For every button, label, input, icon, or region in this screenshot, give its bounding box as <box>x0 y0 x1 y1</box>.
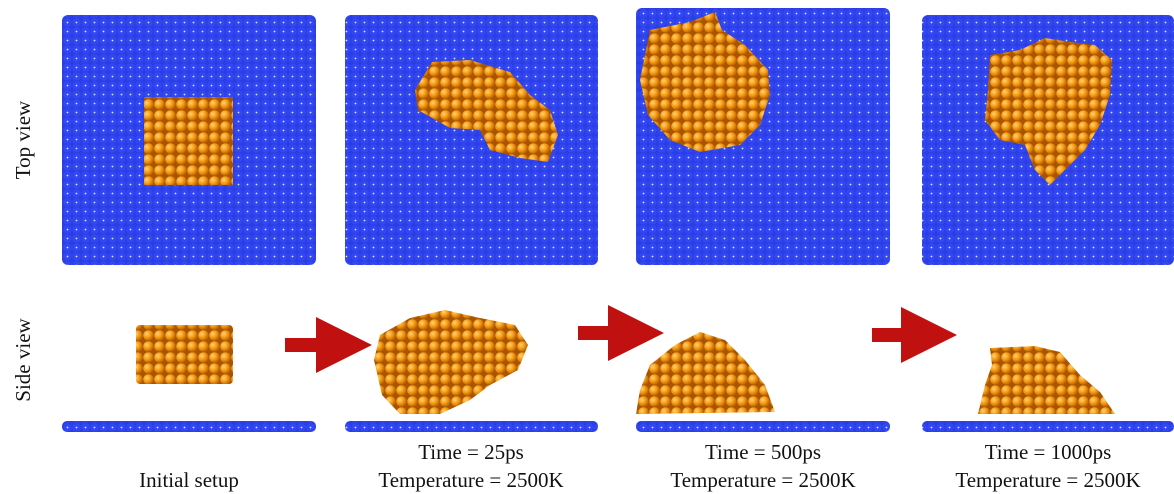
figure: Top view Side view Initial setup Time = … <box>0 0 1174 494</box>
caption: Time = 500ps <box>705 440 821 464</box>
caption: Initial setup <box>139 468 239 492</box>
cluster-side <box>136 325 233 384</box>
cluster-side <box>636 332 775 414</box>
substrate-side <box>62 421 316 432</box>
row-label: Side view <box>11 317 35 401</box>
substrate-side <box>922 421 1174 432</box>
caption: Time = 25ps <box>418 440 524 464</box>
substrate-side <box>636 421 890 432</box>
caption: Temperature = 2500K <box>955 468 1140 492</box>
substrate-top <box>345 15 598 265</box>
cluster-side <box>374 310 528 414</box>
row-label: Top view <box>11 100 35 179</box>
substrate-side <box>345 421 598 432</box>
caption: Temperature = 2500K <box>670 468 855 492</box>
caption: Temperature = 2500K <box>378 468 563 492</box>
cluster-top <box>144 97 233 185</box>
cluster-side <box>978 346 1115 414</box>
caption: Time = 1000ps <box>985 440 1112 464</box>
